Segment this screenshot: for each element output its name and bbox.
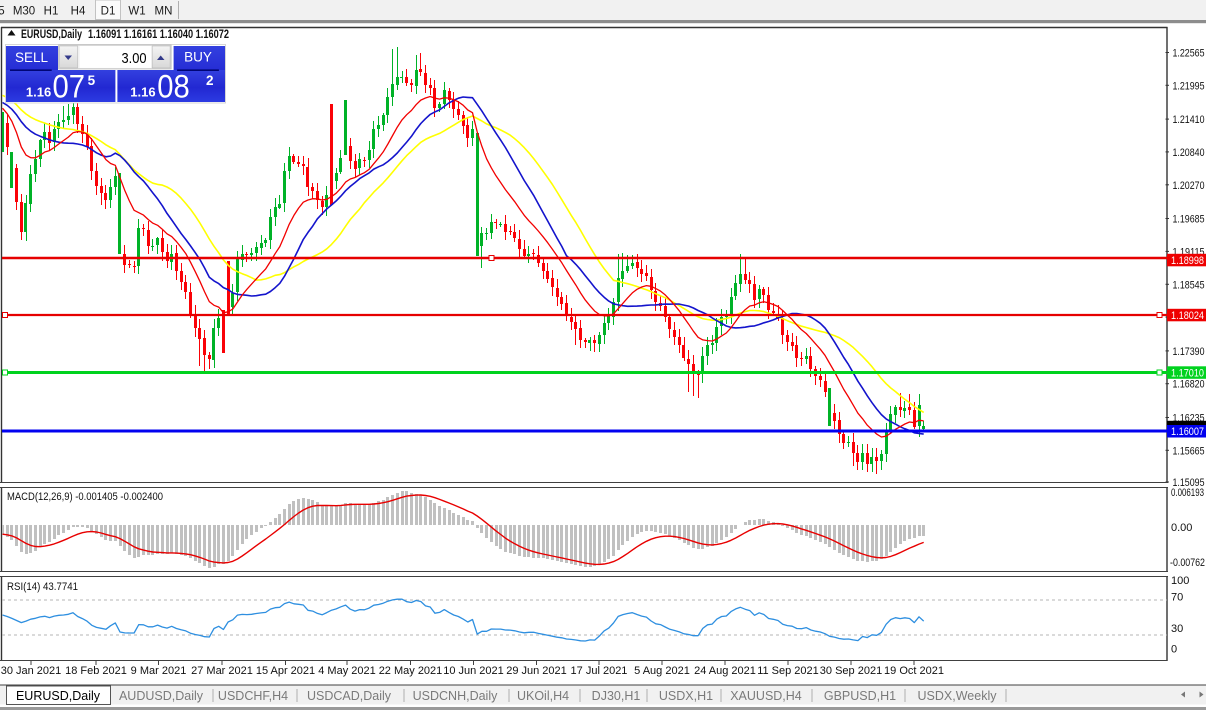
svg-text:9 Mar 2021: 9 Mar 2021: [131, 665, 187, 677]
svg-text:W1: W1: [128, 6, 145, 18]
svg-text:M30: M30: [13, 6, 35, 18]
svg-text:USDX,H1: USDX,H1: [659, 689, 713, 703]
svg-text:USDCHF,H4: USDCHF,H4: [218, 689, 288, 703]
svg-text:10 Jun 2021: 10 Jun 2021: [443, 665, 504, 677]
svg-text:1.18024: 1.18024: [1171, 310, 1204, 322]
svg-text:USDCAD,Daily: USDCAD,Daily: [307, 689, 392, 703]
svg-text:30: 30: [1171, 623, 1183, 635]
svg-text:3.00: 3.00: [122, 50, 147, 67]
svg-text:GBPUSD,H1: GBPUSD,H1: [824, 689, 896, 703]
svg-text:18 Feb 2021: 18 Feb 2021: [65, 665, 127, 677]
svg-text:2: 2: [206, 73, 214, 88]
svg-text:17 Jul 2021: 17 Jul 2021: [571, 665, 628, 677]
svg-text:USDX,Weekly: USDX,Weekly: [918, 689, 998, 703]
svg-text:0.00: 0.00: [1171, 522, 1192, 534]
svg-text:100: 100: [1171, 575, 1189, 587]
svg-text:30 Jan 2021: 30 Jan 2021: [1, 665, 62, 677]
svg-text:1.16091 1.16161 1.16040 1.1607: 1.16091 1.16161 1.16040 1.16072: [88, 29, 229, 41]
svg-text:1.18998: 1.18998: [1171, 255, 1204, 267]
svg-text:15 Apr 2021: 15 Apr 2021: [256, 665, 315, 677]
svg-text:EURUSD,Daily: EURUSD,Daily: [21, 29, 82, 41]
svg-text:EURUSD,Daily: EURUSD,Daily: [16, 689, 101, 703]
svg-text:19 Oct 2021: 19 Oct 2021: [884, 665, 944, 677]
svg-text:USDCNH,Daily: USDCNH,Daily: [413, 689, 498, 703]
svg-text:SELL: SELL: [15, 50, 49, 65]
svg-text:27 Mar 2021: 27 Mar 2021: [191, 665, 253, 677]
svg-text:1.15095: 1.15095: [1173, 477, 1205, 489]
svg-text:30 Sep 2021: 30 Sep 2021: [820, 665, 882, 677]
svg-text:70: 70: [1171, 592, 1183, 604]
svg-text:1.21410: 1.21410: [1173, 114, 1205, 126]
svg-text:1.22565: 1.22565: [1173, 48, 1205, 60]
svg-text:AUDUSD,Daily: AUDUSD,Daily: [119, 689, 204, 703]
svg-text:1.19685: 1.19685: [1173, 214, 1205, 226]
svg-text:D1: D1: [101, 6, 116, 18]
svg-text:1.17010: 1.17010: [1171, 368, 1204, 380]
svg-text:5: 5: [0, 6, 5, 18]
svg-text:1.16820: 1.16820: [1173, 379, 1205, 391]
svg-text:11 Sep 2021: 11 Sep 2021: [757, 665, 819, 677]
svg-text:XAUUSD,H4: XAUUSD,H4: [730, 689, 802, 703]
svg-text:29 Jun 2021: 29 Jun 2021: [506, 665, 567, 677]
svg-text:MACD(12,26,9) -0.001405 -0.002: MACD(12,26,9) -0.001405 -0.002400: [7, 491, 163, 503]
svg-text:5: 5: [88, 73, 96, 88]
svg-text:MN: MN: [155, 6, 173, 18]
svg-text:DJ30,H1: DJ30,H1: [592, 689, 641, 703]
svg-text:1.16: 1.16: [130, 85, 155, 100]
svg-text:-0.00762: -0.00762: [1170, 557, 1205, 569]
svg-text:1.20840: 1.20840: [1173, 147, 1205, 159]
svg-text:RSI(14) 43.7741: RSI(14) 43.7741: [7, 581, 78, 593]
svg-text:4 May 2021: 4 May 2021: [318, 665, 375, 677]
svg-text:1.16007: 1.16007: [1171, 426, 1204, 438]
svg-text:24 Aug 2021: 24 Aug 2021: [694, 665, 756, 677]
svg-text:H1: H1: [44, 6, 59, 18]
svg-text:08: 08: [157, 69, 190, 105]
svg-text:5 Aug 2021: 5 Aug 2021: [634, 665, 690, 677]
svg-text:1.16: 1.16: [26, 85, 51, 100]
svg-text:H4: H4: [71, 6, 86, 18]
svg-text:1.15665: 1.15665: [1173, 445, 1205, 457]
svg-text:0: 0: [1171, 644, 1177, 656]
svg-text:UKOil,H4: UKOil,H4: [517, 689, 569, 703]
svg-text:1.21995: 1.21995: [1173, 80, 1205, 92]
svg-text:22 May 2021: 22 May 2021: [379, 665, 443, 677]
svg-text:0.006193: 0.006193: [1171, 487, 1204, 499]
svg-text:1.17390: 1.17390: [1173, 346, 1205, 358]
svg-text:BUY: BUY: [184, 50, 212, 65]
svg-text:07: 07: [53, 69, 86, 105]
svg-text:1.18545: 1.18545: [1173, 279, 1205, 291]
svg-text:1.20270: 1.20270: [1173, 180, 1205, 192]
